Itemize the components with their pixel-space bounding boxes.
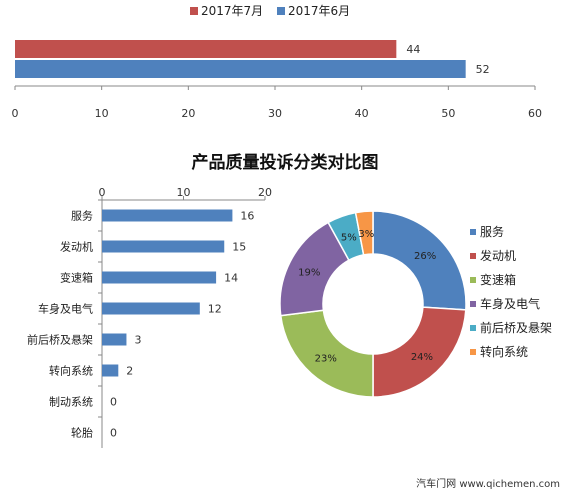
donut-legend-label-1: 发动机 xyxy=(480,248,516,263)
donut-slice-label-1: 24% xyxy=(411,352,433,363)
donut-legend-swatch-1 xyxy=(470,253,476,259)
category-bar xyxy=(102,364,119,377)
donut-slice-label-5: 3% xyxy=(358,229,374,240)
category-value: 12 xyxy=(208,303,222,316)
top-bar-1 xyxy=(15,60,466,78)
category-value: 14 xyxy=(224,272,238,285)
top-x-tick-label: 30 xyxy=(268,107,282,120)
top-x-tick-label: 0 xyxy=(12,107,19,120)
category-label: 变速箱 xyxy=(60,271,93,285)
category-label: 轮胎 xyxy=(71,426,93,440)
category-value: 0 xyxy=(110,396,117,409)
donut-legend-swatch-0 xyxy=(470,229,476,235)
category-label: 前后桥及悬架 xyxy=(27,333,93,347)
top-legend: 2017年7月 2017年6月 xyxy=(190,4,350,18)
donut-slice-5 xyxy=(354,210,374,256)
donut-slice-label-0: 26% xyxy=(414,251,436,262)
category-value: 15 xyxy=(232,241,246,254)
category-bar xyxy=(102,209,233,222)
category-bar-plot: 0 10 20 服务 16 发动机 15 变速箱 14 车身及电气 12 前后桥及悬架 3 转向系统 2 制动… xyxy=(27,186,272,448)
donut-legend-label-5: 转向系统 xyxy=(480,344,528,359)
left-x-tick-label: 20 xyxy=(258,186,272,199)
category-label: 转向系统 xyxy=(49,364,93,378)
category-label: 发动机 xyxy=(60,240,93,254)
donut-chart: 26% 24% 23% 19% 5% 3% xyxy=(279,210,467,398)
category-label: 车身及电气 xyxy=(38,302,93,316)
donut-slice-0 xyxy=(372,210,467,311)
category-value: 2 xyxy=(126,365,133,378)
top-x-tick-label: 10 xyxy=(95,107,109,120)
category-value: 3 xyxy=(134,334,141,347)
top-bar-0 xyxy=(15,40,397,58)
legend-label-1: 2017年6月 xyxy=(288,4,350,18)
left-x-tick-label: 0 xyxy=(99,186,106,199)
donut-legend-label-2: 变速箱 xyxy=(480,272,516,287)
category-label: 服务 xyxy=(71,210,93,223)
donut-legend-swatch-4 xyxy=(470,325,476,331)
legend-swatch-1 xyxy=(277,7,285,15)
legend-swatch-0 xyxy=(190,7,198,15)
donut-legend-label-0: 服务 xyxy=(480,224,504,239)
category-label: 制动系统 xyxy=(49,396,93,409)
donut-legend-label-4: 前后桥及悬架 xyxy=(480,320,552,335)
top-x-tick-label: 20 xyxy=(181,107,195,120)
donut-slice-label-2: 23% xyxy=(315,354,337,365)
category-value: 16 xyxy=(240,210,254,223)
top-x-tick-label: 60 xyxy=(528,107,542,120)
category-bar xyxy=(102,333,127,346)
left-x-tick-label: 10 xyxy=(177,186,191,199)
top-bar-value-1: 52 xyxy=(476,63,490,76)
donut-slice-label-3: 19% xyxy=(298,268,320,279)
donut-slice-1 xyxy=(372,306,467,398)
legend-label-0: 2017年7月 xyxy=(201,4,263,18)
donut-legend-swatch-2 xyxy=(470,277,476,283)
top-x-tick-label: 40 xyxy=(355,107,369,120)
top-x-tick-label: 50 xyxy=(441,107,455,120)
donut-legend-swatch-3 xyxy=(470,301,476,307)
donut-slice-label-4: 5% xyxy=(341,233,357,244)
watermark: 汽车门网 www.qichemen.com xyxy=(416,477,560,490)
chart-title: 产品质量投诉分类对比图 xyxy=(192,152,379,173)
category-bar xyxy=(102,240,225,253)
category-bar xyxy=(102,302,200,315)
top-bar-plot: 44 52 0 10 20 30 40 50 60 xyxy=(12,40,542,120)
category-value: 0 xyxy=(110,427,117,440)
top-bar-value-0: 44 xyxy=(406,43,420,56)
donut-legend-label-3: 车身及电气 xyxy=(480,296,540,311)
donut-legend-swatch-5 xyxy=(470,349,476,355)
category-bar xyxy=(102,271,217,284)
